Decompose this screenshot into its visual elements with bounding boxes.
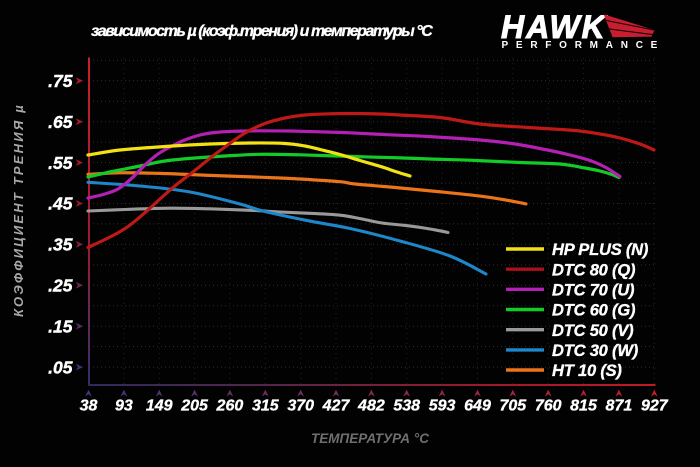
svg-text:DTC 50 (V): DTC 50 (V) [552,322,634,340]
svg-text:PERFORMANCE: PERFORMANCE [502,40,666,51]
svg-text:DTC 70 (U): DTC 70 (U) [552,281,635,299]
svg-text:DTC 80 (Q): DTC 80 (Q) [552,261,636,279]
svg-text:315: 315 [252,398,280,415]
svg-text:538: 538 [393,398,420,415]
svg-text:зависимость µ (коэф.трения) и: зависимость µ (коэф.трения) и температур… [91,23,433,40]
svg-text:HAWK: HAWK [501,9,608,45]
svg-text:DTC 60 (G): DTC 60 (G) [552,302,636,320]
svg-text:.15: .15 [48,316,73,336]
svg-text:.75: .75 [48,71,73,91]
svg-text:ТЕМПЕРАТУРА °C: ТЕМПЕРАТУРА °C [311,431,429,446]
svg-text:370: 370 [287,398,314,415]
svg-text:593: 593 [429,398,456,415]
svg-text:260: 260 [216,398,244,415]
svg-text:149: 149 [146,398,173,415]
svg-text:427: 427 [322,398,351,415]
svg-text:HT 10 (S): HT 10 (S) [552,362,622,380]
svg-text:93: 93 [115,398,133,415]
svg-text:482: 482 [357,398,385,415]
svg-text:705: 705 [499,398,527,415]
svg-text:205: 205 [180,398,209,415]
svg-text:760: 760 [535,398,562,415]
svg-text:.25: .25 [48,276,73,296]
svg-text:DTC 30 (W): DTC 30 (W) [552,342,639,360]
svg-text:.35: .35 [48,235,73,255]
svg-text:871: 871 [606,398,633,415]
svg-text:815: 815 [570,398,598,415]
svg-text:HP PLUS (N): HP PLUS (N) [552,241,649,259]
svg-text:.55: .55 [48,153,73,173]
svg-text:927: 927 [641,398,669,415]
svg-text:649: 649 [464,398,491,415]
svg-text:.05: .05 [48,357,73,377]
svg-text:.45: .45 [48,194,73,214]
svg-text:38: 38 [80,398,98,415]
svg-text:.65: .65 [48,112,73,132]
svg-text:КОЭФФИЦИЕНТ ТРЕНИЯ µ: КОЭФФИЦИЕНТ ТРЕНИЯ µ [11,103,26,317]
